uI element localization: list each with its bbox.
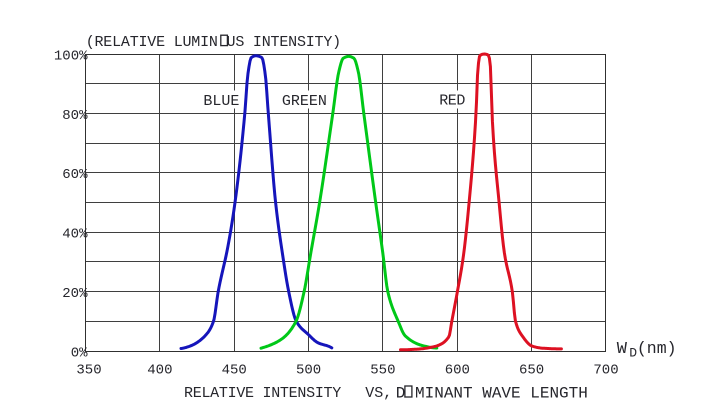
- svg-text:D: D: [629, 346, 637, 361]
- svg-text:650: 650: [519, 363, 544, 379]
- svg-text:20%: 20%: [62, 286, 88, 302]
- svg-text:(nm): (nm): [637, 339, 677, 358]
- svg-text:700: 700: [593, 363, 618, 379]
- svg-text:600: 600: [445, 363, 470, 379]
- svg-text:BLUE: BLUE: [203, 93, 239, 110]
- svg-text:40%: 40%: [62, 227, 88, 243]
- svg-text:400: 400: [147, 363, 172, 379]
- svg-text:GREEN: GREEN: [282, 93, 327, 110]
- svg-text:450: 450: [222, 363, 247, 379]
- svg-text:W: W: [617, 340, 628, 359]
- svg-text:VS,: VS,: [365, 385, 392, 402]
- svg-text:100%: 100%: [54, 48, 88, 64]
- svg-text:RED: RED: [439, 93, 465, 110]
- svg-text:D MINANT WAVE LENGTH: D MINANT WAVE LENGTH: [396, 384, 588, 402]
- svg-text:350: 350: [76, 363, 101, 379]
- svg-text:80%: 80%: [62, 108, 88, 124]
- svg-text:0%: 0%: [71, 345, 88, 361]
- svg-text:60%: 60%: [62, 167, 88, 183]
- svg-text:RELATIVE INTENSITY: RELATIVE INTENSITY: [184, 385, 341, 402]
- svg-text:(RELATIVE LUMIN US INTENSITY): (RELATIVE LUMIN US INTENSITY): [86, 34, 341, 51]
- svg-text:550: 550: [370, 363, 395, 379]
- svg-text:500: 500: [296, 363, 321, 379]
